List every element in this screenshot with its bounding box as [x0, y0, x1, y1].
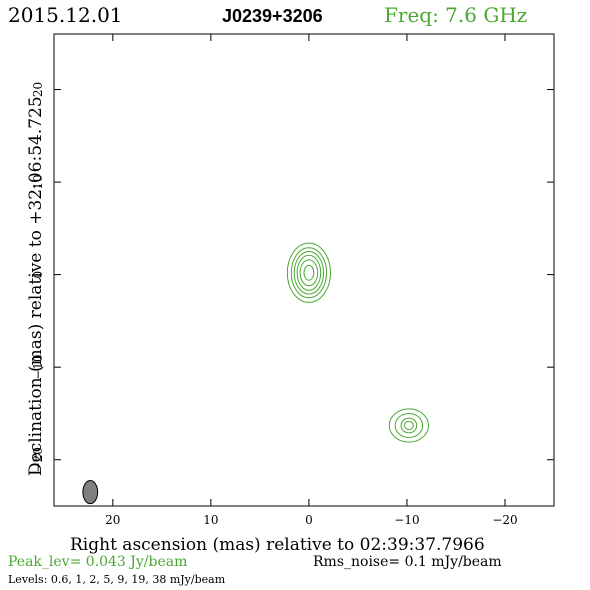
core-contour [290, 247, 328, 299]
x-tick-label: 0 [305, 513, 313, 527]
x-axis-label: Right ascension (mas) relative to 02:39:… [70, 535, 485, 555]
y-tick-label: 10 [31, 174, 45, 189]
y-tick-label: 20 [31, 82, 45, 97]
frequency-label: Freq: 7.6 GHz [384, 3, 527, 27]
observation-date: 2015.12.01 [8, 3, 123, 27]
core-contour [286, 242, 331, 303]
y-tick-label: 0 [31, 271, 45, 279]
contour-lines [286, 242, 430, 443]
beam-ellipse-group [82, 480, 99, 505]
jet-contour [394, 412, 424, 439]
core-contour [303, 264, 315, 281]
jet-contour [403, 420, 414, 431]
x-tick-label: −20 [492, 513, 517, 527]
x-tick-label: 10 [203, 513, 218, 527]
x-tick-label: 20 [105, 513, 120, 527]
y-tick-label: −10 [31, 355, 45, 380]
rms-noise: Rms_noise= 0.1 mJy/beam [313, 554, 502, 570]
peak-level: Peak_lev= 0.043 Jy/beam [8, 554, 187, 570]
x-tick-label: −10 [394, 513, 419, 527]
plot-frame [53, 33, 555, 507]
contour-levels: Levels: 0.6, 1, 2, 5, 9, 19, 38 mJy/beam [8, 573, 226, 586]
jet-contour [400, 417, 418, 434]
source-name: J0239+3206 [222, 6, 323, 26]
beam-ellipse [82, 480, 99, 505]
y-tick-label: −20 [31, 447, 45, 472]
core-contour [293, 250, 325, 295]
core-contour [296, 254, 322, 291]
y-axis-label: Declination (mas) relative to +32:06:54.… [26, 96, 46, 476]
core-contour [299, 259, 319, 287]
axis-ticks: 20 10 0 −10 −20 20 10 0 −10 −20 [31, 34, 554, 527]
jet-contour [388, 408, 430, 443]
